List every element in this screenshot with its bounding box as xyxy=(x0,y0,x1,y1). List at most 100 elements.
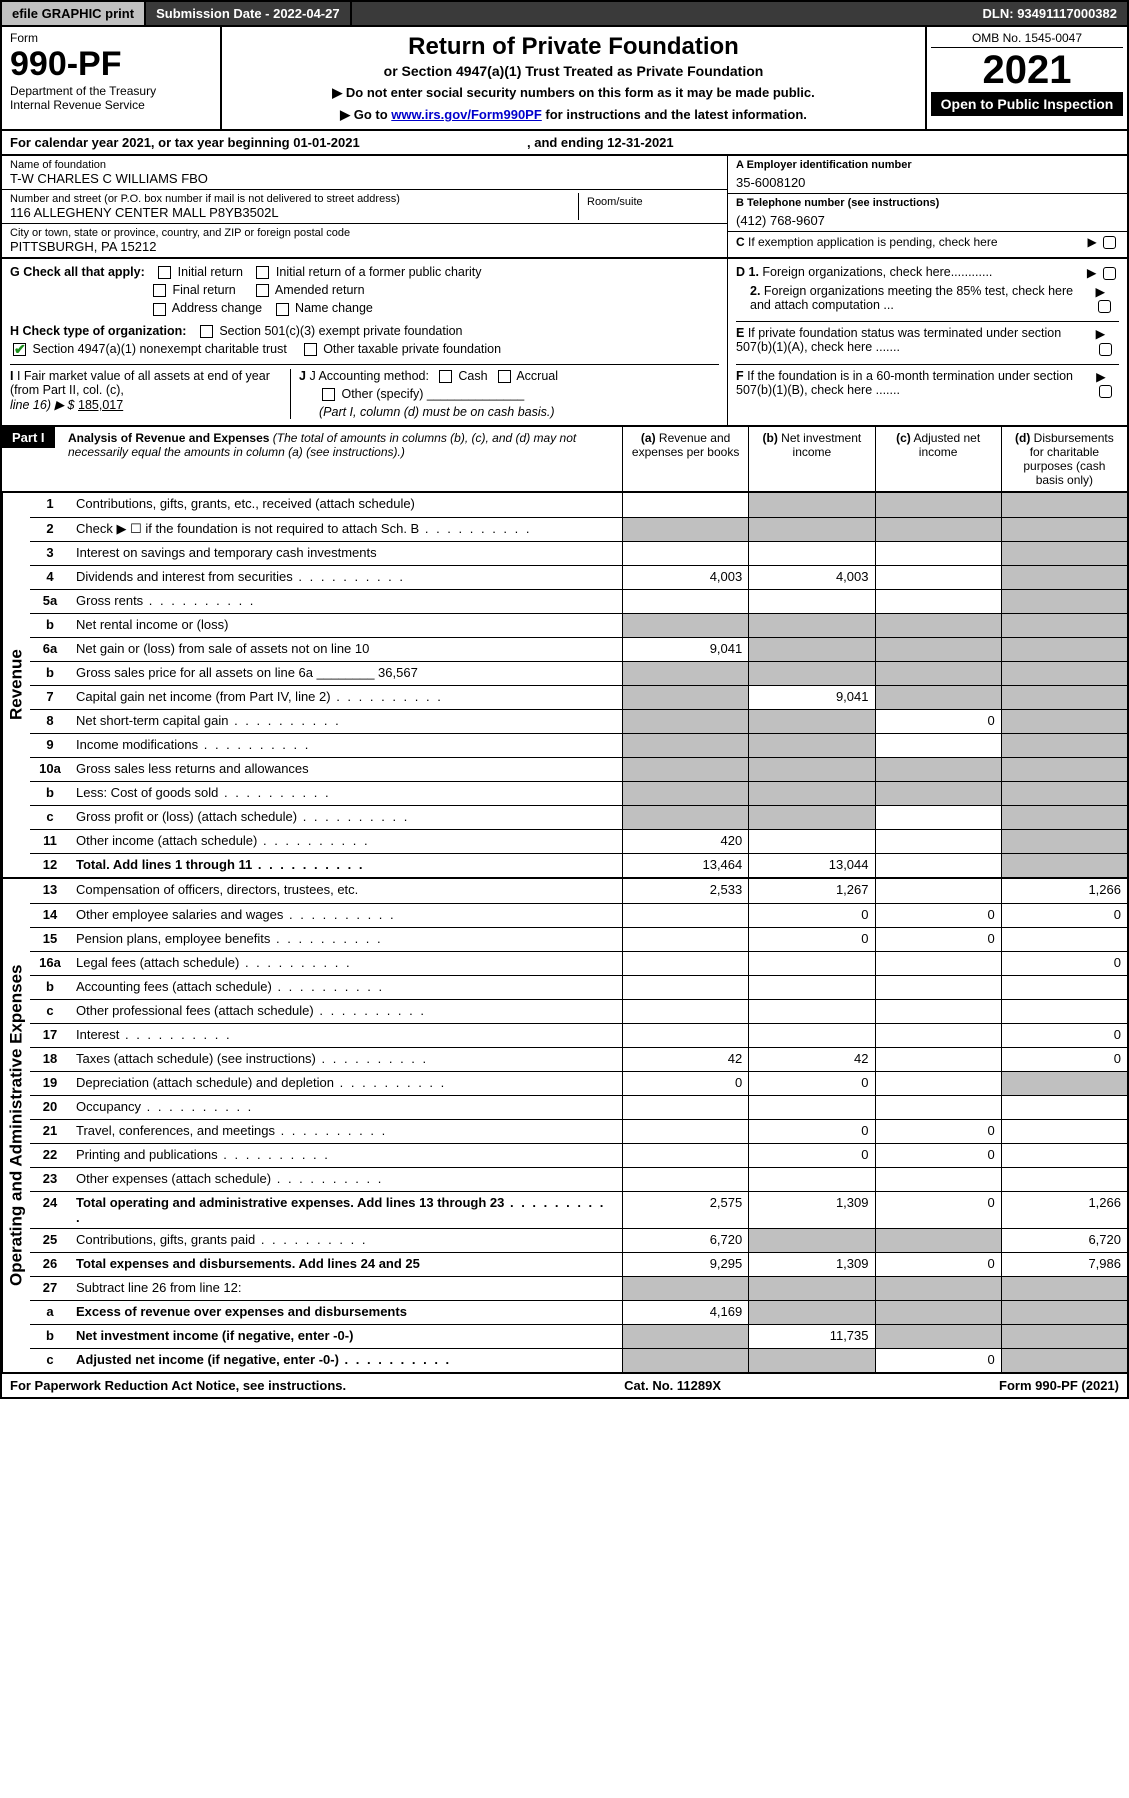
address-change-checkbox[interactable] xyxy=(153,303,166,316)
revenue-side-label: Revenue xyxy=(2,493,30,877)
cell-shaded xyxy=(875,1277,1001,1300)
cell-value: 0 xyxy=(748,904,874,927)
cell-shaded xyxy=(622,1325,748,1348)
line-row: cAdjusted net income (if negative, enter… xyxy=(30,1348,1127,1372)
catalog-number: Cat. No. 11289X xyxy=(624,1378,721,1393)
cell-shaded xyxy=(1001,854,1127,877)
city-label: City or town, state or province, country… xyxy=(10,227,719,239)
form-word: Form xyxy=(10,31,212,45)
cash-checkbox[interactable] xyxy=(439,370,452,383)
ein-value: 35-6008120 xyxy=(736,175,1119,190)
col-c-header: (c) Adjusted net income xyxy=(875,427,1001,491)
line-number: 19 xyxy=(30,1072,70,1095)
foreign-85-checkbox[interactable] xyxy=(1098,300,1111,313)
line-row: 19Depreciation (attach schedule) and dep… xyxy=(30,1071,1127,1095)
exemption-pending-checkbox[interactable] xyxy=(1103,236,1116,249)
h-check-row: H Check type of organization: Section 50… xyxy=(10,324,719,338)
cell-shaded xyxy=(748,1229,874,1252)
cell-value: 420 xyxy=(622,830,748,853)
line-number: 1 xyxy=(30,493,70,517)
cell-value: 7,986 xyxy=(1001,1253,1127,1276)
line-label: Capital gain net income (from Part IV, l… xyxy=(70,686,622,709)
line-label: Contributions, gifts, grants paid xyxy=(70,1229,622,1252)
line-label: Depreciation (attach schedule) and deple… xyxy=(70,1072,622,1095)
final-return-checkbox[interactable] xyxy=(153,284,166,297)
cell-shaded xyxy=(1001,662,1127,685)
line-label: Other expenses (attach schedule) xyxy=(70,1168,622,1191)
cell-shaded xyxy=(622,782,748,805)
line-row: 1Contributions, gifts, grants, etc., rec… xyxy=(30,493,1127,517)
cell-value: 11,735 xyxy=(748,1325,874,1348)
cell-shaded xyxy=(875,614,1001,637)
initial-return-former-checkbox[interactable] xyxy=(256,266,269,279)
cell-value: 0 xyxy=(875,1144,1001,1167)
line-label: Total expenses and disbursements. Add li… xyxy=(70,1253,622,1276)
calendar-year-line: For calendar year 2021, or tax year begi… xyxy=(0,131,1129,156)
other-method-checkbox[interactable] xyxy=(322,388,335,401)
termination-507b1b-checkbox[interactable] xyxy=(1099,385,1112,398)
foreign-org-checkbox[interactable] xyxy=(1103,267,1116,280)
line-row: 26Total expenses and disbursements. Add … xyxy=(30,1252,1127,1276)
topbar: efile GRAPHIC print Submission Date - 20… xyxy=(0,0,1129,25)
501c3-checkbox[interactable] xyxy=(200,325,213,338)
cell-value xyxy=(622,904,748,927)
cell-shaded xyxy=(875,782,1001,805)
room-label: Room/suite xyxy=(587,196,711,208)
revenue-grid: Revenue 1Contributions, gifts, grants, e… xyxy=(0,493,1129,879)
amended-return-checkbox[interactable] xyxy=(256,284,269,297)
line-label: Check ▶ ☐ if the foundation is not requi… xyxy=(70,518,622,541)
telephone-label: B Telephone number (see instructions) xyxy=(736,197,1119,209)
cell-value xyxy=(875,854,1001,877)
cell-value xyxy=(875,1000,1001,1023)
cell-shaded xyxy=(1001,758,1127,781)
cell-value: 0 xyxy=(622,1072,748,1095)
f-row: F If the foundation is in a 60-month ter… xyxy=(736,364,1119,398)
irs-link[interactable]: www.irs.gov/Form990PF xyxy=(391,107,542,122)
cell-shaded xyxy=(1001,1325,1127,1348)
cell-value xyxy=(622,1000,748,1023)
expenses-grid: Operating and Administrative Expenses 13… xyxy=(0,879,1129,1374)
accrual-checkbox[interactable] xyxy=(498,370,511,383)
4947a1-checkbox[interactable] xyxy=(13,343,26,356)
line-label: Income modifications xyxy=(70,734,622,757)
line-number: 23 xyxy=(30,1168,70,1191)
col-b-header: (b) Net investment income xyxy=(748,427,874,491)
cell-value xyxy=(622,1168,748,1191)
line-row: 22Printing and publications00 xyxy=(30,1143,1127,1167)
cell-value xyxy=(748,1096,874,1119)
line-number: 16a xyxy=(30,952,70,975)
cell-value xyxy=(622,1120,748,1143)
cell-shaded xyxy=(748,806,874,829)
line-row: 20Occupancy xyxy=(30,1095,1127,1119)
cell-value: 4,003 xyxy=(622,566,748,589)
d2-row: 2. Foreign organizations meeting the 85%… xyxy=(736,284,1119,313)
other-taxable-checkbox[interactable] xyxy=(304,343,317,356)
line-label: Net gain or (loss) from sale of assets n… xyxy=(70,638,622,661)
terminated-507b1a-checkbox[interactable] xyxy=(1099,343,1112,356)
line-label: Total. Add lines 1 through 11 xyxy=(70,854,622,877)
cell-shaded xyxy=(875,1325,1001,1348)
paperwork-notice: For Paperwork Reduction Act Notice, see … xyxy=(10,1378,346,1393)
line-number: c xyxy=(30,806,70,829)
line-row: 25Contributions, gifts, grants paid6,720… xyxy=(30,1228,1127,1252)
efile-print-button[interactable]: efile GRAPHIC print xyxy=(2,2,146,25)
line-number: 20 xyxy=(30,1096,70,1119)
line-row: cOther professional fees (attach schedul… xyxy=(30,999,1127,1023)
col-a-header: (a) Revenue and expenses per books xyxy=(622,427,748,491)
g-check-row-3: Address change Name change xyxy=(10,301,719,315)
omb-number: OMB No. 1545-0047 xyxy=(931,31,1123,48)
cell-value xyxy=(748,976,874,999)
cell-value: 9,041 xyxy=(622,638,748,661)
cell-value xyxy=(1001,1000,1127,1023)
form-instruction-2: ▶ Go to www.irs.gov/Form990PF for instru… xyxy=(232,107,915,123)
line-label: Compensation of officers, directors, tru… xyxy=(70,879,622,903)
line-label: Subtract line 26 from line 12: xyxy=(70,1277,622,1300)
cell-value: 6,720 xyxy=(622,1229,748,1252)
cell-shaded xyxy=(1001,806,1127,829)
line-number: b xyxy=(30,662,70,685)
cell-value xyxy=(875,734,1001,757)
cell-shaded xyxy=(1001,782,1127,805)
name-change-checkbox[interactable] xyxy=(276,303,289,316)
initial-return-checkbox[interactable] xyxy=(158,266,171,279)
line-row: 7Capital gain net income (from Part IV, … xyxy=(30,685,1127,709)
